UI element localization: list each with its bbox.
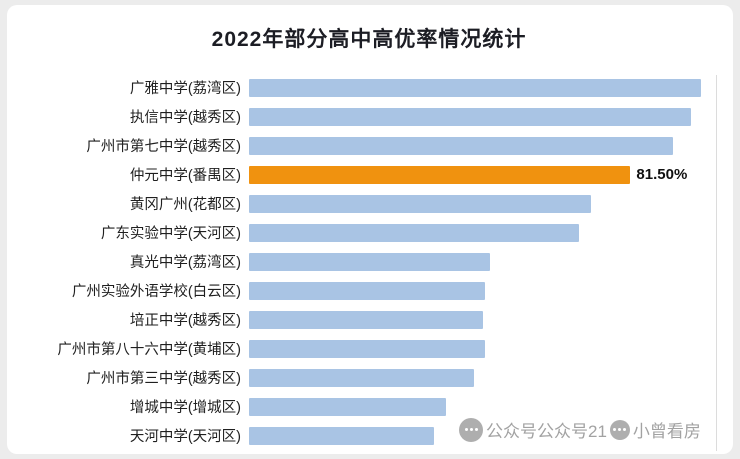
bar bbox=[249, 223, 579, 242]
category-label: 增城中学(增城区) bbox=[129, 400, 241, 416]
chart-row: 广州市第八十六中学(黄埔区) bbox=[21, 334, 717, 363]
bar-track bbox=[249, 368, 717, 387]
category-label: 培正中学(越秀区) bbox=[129, 313, 241, 329]
bar-track bbox=[249, 252, 717, 271]
bar-track bbox=[249, 223, 717, 242]
bar bbox=[249, 397, 446, 416]
chart-row: 增城中学(增城区) bbox=[21, 392, 717, 421]
bar-track bbox=[249, 426, 717, 445]
chart-row: 真光中学(荔湾区) bbox=[21, 247, 717, 276]
category-label: 广东实验中学(天河区) bbox=[100, 226, 241, 242]
bar bbox=[249, 165, 631, 184]
category-label: 真光中学(荔湾区) bbox=[129, 255, 241, 271]
category-label: 广雅中学(荔湾区) bbox=[129, 81, 241, 97]
bar-track bbox=[249, 194, 717, 213]
category-label: 执信中学(越秀区) bbox=[129, 110, 241, 126]
bar-track bbox=[249, 397, 717, 416]
chart-row: 天河中学(天河区) bbox=[21, 421, 717, 450]
chart-row: 执信中学(越秀区) bbox=[21, 102, 717, 131]
chart-row: 广东实验中学(天河区) bbox=[21, 218, 717, 247]
bar bbox=[249, 107, 692, 126]
bar bbox=[249, 136, 673, 155]
bar-track bbox=[249, 78, 717, 97]
bar bbox=[249, 252, 491, 271]
chart-row: 广州市第七中学(越秀区) bbox=[21, 131, 717, 160]
category-label: 仲元中学(番禺区) bbox=[129, 168, 241, 184]
bar bbox=[249, 194, 591, 213]
chart-row: 广州市第三中学(越秀区) bbox=[21, 363, 717, 392]
category-label: 黄冈广州(花都区) bbox=[129, 197, 241, 213]
chart-row: 广雅中学(荔湾区) bbox=[21, 73, 717, 102]
bar bbox=[249, 78, 701, 97]
category-label: 广州市第三中学(越秀区) bbox=[86, 371, 241, 387]
category-label: 广州市第七中学(越秀区) bbox=[86, 139, 241, 155]
chart-row: 培正中学(越秀区) bbox=[21, 305, 717, 334]
bar bbox=[249, 310, 483, 329]
chart-row: 仲元中学(番禺区) 81.50% bbox=[21, 160, 717, 189]
bar-track: 81.50% bbox=[249, 165, 717, 184]
category-label: 天河中学(天河区) bbox=[129, 429, 241, 445]
chart-card: 2022年部分高中高优率情况统计 广雅中学(荔湾区) 执信中学(越秀区) 广州市第七… bbox=[7, 5, 733, 454]
category-label: 广州市第八十六中学(黄埔区) bbox=[57, 342, 241, 358]
chart-title: 2022年部分高中高优率情况统计 bbox=[211, 28, 527, 51]
bar bbox=[249, 426, 434, 445]
bar-track bbox=[249, 310, 717, 329]
bar bbox=[249, 281, 486, 300]
chart-row: 黄冈广州(花都区) bbox=[21, 189, 717, 218]
chart-row: 广州实验外语学校(白云区) bbox=[21, 276, 717, 305]
bar-track bbox=[249, 281, 717, 300]
bar-value-label: 81.50% bbox=[636, 166, 688, 183]
bar bbox=[249, 339, 486, 358]
bar bbox=[249, 368, 474, 387]
bar-track bbox=[249, 107, 717, 126]
category-label: 广州实验外语学校(白云区) bbox=[71, 284, 241, 300]
bar-chart: 广雅中学(荔湾区) 执信中学(越秀区) 广州市第七中学(越秀区) 仲元中学(番禺区) 8… bbox=[21, 73, 717, 457]
bar-track bbox=[249, 136, 717, 155]
bar-track bbox=[249, 339, 717, 358]
